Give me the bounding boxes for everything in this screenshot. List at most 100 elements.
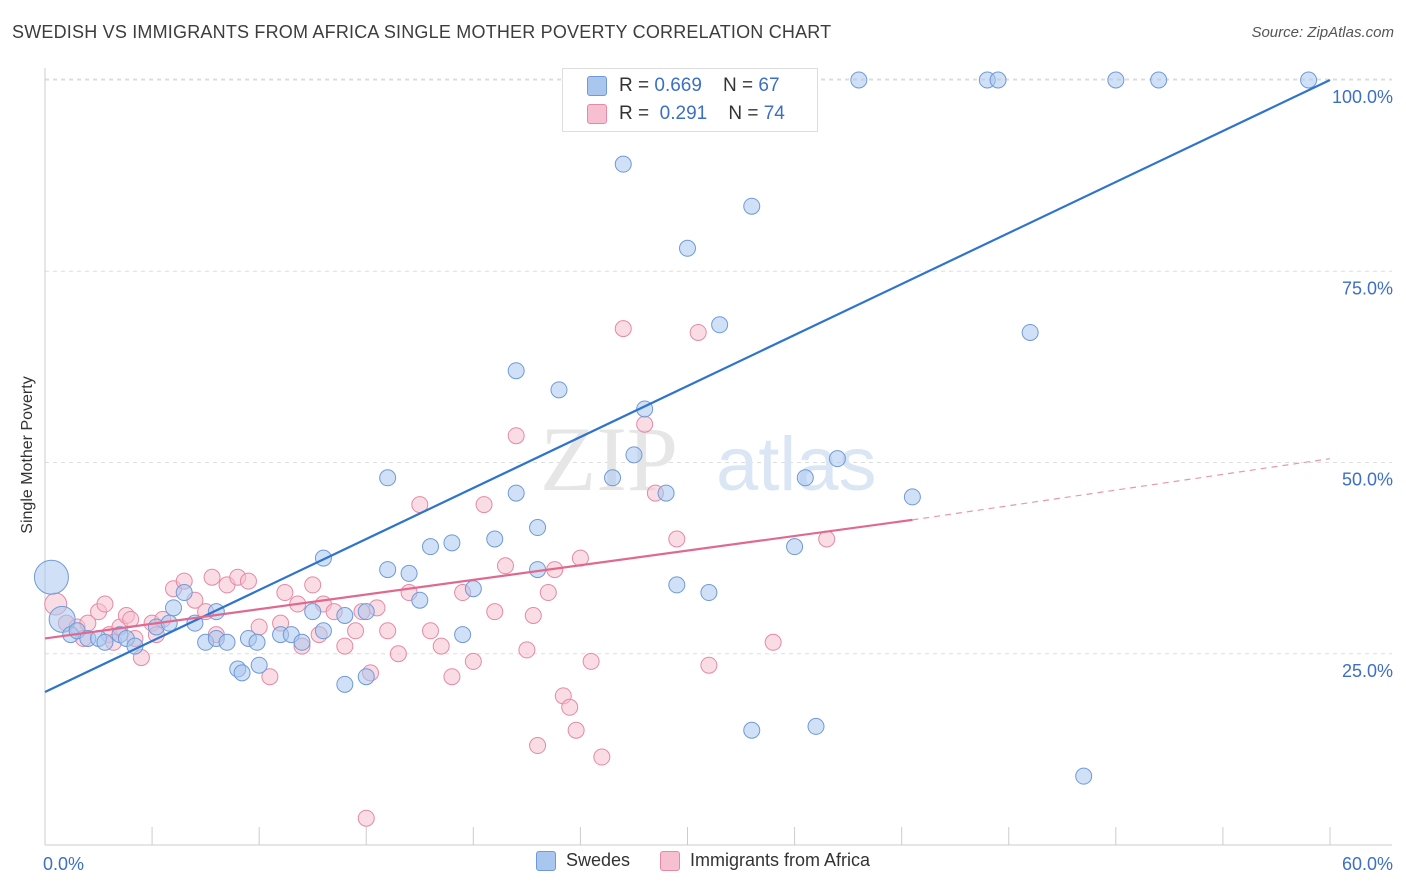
x-tick-label: 60.0% bbox=[1342, 854, 1393, 874]
point-immigrants bbox=[689, 323, 707, 341]
point-immigrants bbox=[443, 668, 461, 686]
point-swedes bbox=[33, 559, 69, 595]
point-swedes bbox=[218, 633, 236, 651]
point-immigrants bbox=[582, 652, 600, 670]
series-swedes-points bbox=[33, 71, 1318, 785]
point-immigrants bbox=[561, 698, 579, 716]
point-swedes bbox=[604, 469, 622, 487]
watermark-atlas: atlas bbox=[716, 422, 877, 507]
y-tick-label: 25.0% bbox=[1342, 661, 1393, 681]
point-swedes bbox=[743, 721, 761, 739]
point-immigrants bbox=[336, 637, 354, 655]
point-swedes bbox=[1021, 323, 1039, 341]
point-swedes bbox=[486, 530, 504, 548]
point-swedes bbox=[250, 656, 268, 674]
stats-r-label: R = bbox=[619, 75, 655, 96]
axes bbox=[44, 68, 1392, 846]
point-immigrants bbox=[357, 809, 375, 827]
point-swedes bbox=[175, 584, 193, 602]
trend-lines bbox=[44, 79, 1331, 693]
point-swedes bbox=[248, 633, 266, 651]
point-swedes bbox=[507, 484, 525, 502]
series-immigrants-points bbox=[44, 320, 836, 827]
point-swedes bbox=[233, 664, 251, 682]
point-swedes bbox=[357, 668, 375, 686]
point-immigrants bbox=[518, 641, 536, 659]
legend-label-immigrants: Immigrants from Africa bbox=[690, 850, 871, 870]
point-immigrants bbox=[347, 622, 365, 640]
legend-swatch-immigrants bbox=[660, 850, 680, 871]
legend-item-immigrants[interactable]: Immigrants from Africa bbox=[660, 850, 870, 871]
point-swedes bbox=[422, 538, 439, 556]
y-tick-label: 50.0% bbox=[1342, 470, 1393, 490]
trend-line-immigrants bbox=[44, 518, 913, 640]
point-swedes bbox=[443, 534, 461, 552]
tick-labels: 25.0% 50.0% 75.0% 100.0% 0.0% 60.0% bbox=[43, 87, 1393, 874]
point-swedes bbox=[743, 197, 761, 215]
point-immigrants bbox=[529, 737, 547, 755]
chart-title: SWEDISH VS IMMIGRANTS FROM AFRICA SINGLE… bbox=[12, 22, 832, 42]
point-swedes bbox=[700, 584, 718, 602]
point-swedes bbox=[464, 580, 482, 598]
grid-lines bbox=[45, 78, 1392, 655]
point-immigrants bbox=[464, 652, 482, 670]
point-swedes bbox=[796, 469, 814, 487]
point-immigrants bbox=[539, 584, 557, 602]
point-immigrants bbox=[276, 584, 294, 602]
point-immigrants bbox=[668, 530, 686, 548]
point-immigrants bbox=[261, 668, 279, 686]
point-immigrants bbox=[700, 656, 718, 674]
point-swedes bbox=[400, 564, 418, 582]
point-swedes bbox=[711, 316, 729, 334]
stats-r-value: 0.291 bbox=[659, 103, 708, 124]
stats-swatch-swedes bbox=[587, 76, 607, 96]
point-swedes bbox=[48, 605, 76, 633]
point-swedes bbox=[336, 607, 354, 624]
trend-line-swedes bbox=[44, 79, 1331, 693]
point-swedes bbox=[657, 484, 675, 502]
point-swedes bbox=[96, 633, 114, 651]
stats-n-label: N = bbox=[728, 103, 764, 124]
stats-box: R = 0.669 N = 67 R = 0.291 N = 74 bbox=[562, 68, 818, 132]
point-immigrants bbox=[379, 622, 397, 640]
watermark: ZIP atlas bbox=[540, 408, 877, 510]
point-swedes bbox=[828, 450, 846, 468]
point-immigrants bbox=[422, 622, 439, 640]
point-immigrants bbox=[567, 721, 585, 739]
point-immigrants bbox=[203, 568, 221, 586]
point-immigrants bbox=[524, 607, 542, 624]
point-swedes bbox=[1300, 71, 1318, 89]
legend-item-swedes[interactable]: Swedes bbox=[535, 850, 630, 871]
legend-label-swedes: Swedes bbox=[565, 850, 630, 870]
point-swedes bbox=[679, 239, 696, 257]
point-swedes bbox=[314, 622, 332, 640]
point-swedes bbox=[668, 576, 686, 594]
point-immigrants bbox=[389, 645, 407, 663]
point-immigrants bbox=[304, 576, 322, 594]
stats-r-label: R = bbox=[619, 103, 655, 124]
point-immigrants bbox=[496, 557, 514, 575]
y-tick-label: 75.0% bbox=[1342, 278, 1393, 298]
point-swedes bbox=[550, 381, 568, 399]
stats-swatch-immigrants bbox=[587, 104, 607, 124]
point-swedes bbox=[507, 362, 525, 380]
stats-n-value: 74 bbox=[763, 103, 785, 124]
point-immigrants bbox=[636, 415, 654, 433]
stats-r-value: 0.669 bbox=[654, 75, 702, 96]
point-swedes bbox=[379, 561, 397, 579]
point-swedes bbox=[850, 71, 868, 89]
point-immigrants bbox=[507, 427, 525, 445]
point-swedes bbox=[379, 469, 397, 487]
point-swedes bbox=[293, 633, 311, 651]
trend-line-immigrants-extension bbox=[912, 458, 1331, 521]
point-swedes bbox=[411, 591, 429, 609]
point-immigrants bbox=[96, 595, 114, 613]
point-swedes bbox=[1107, 71, 1125, 89]
point-immigrants bbox=[764, 633, 782, 651]
legend: Swedes Immigrants from Africa bbox=[0, 850, 1406, 871]
point-swedes bbox=[529, 519, 547, 537]
point-swedes bbox=[807, 717, 825, 735]
point-immigrants bbox=[614, 320, 632, 338]
point-swedes bbox=[357, 603, 375, 621]
